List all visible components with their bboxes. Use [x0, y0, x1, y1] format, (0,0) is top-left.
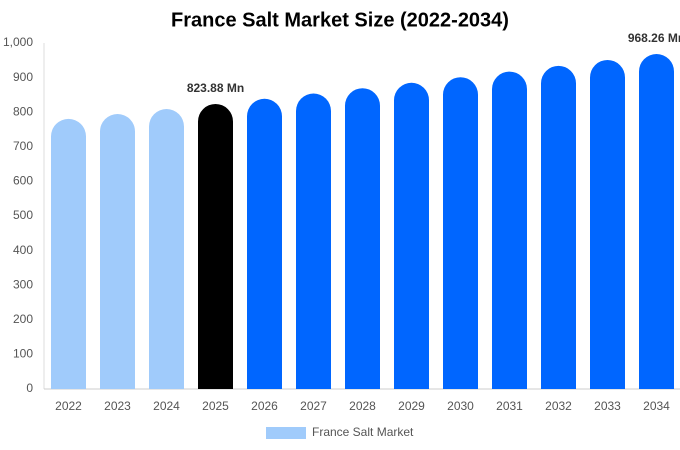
x-tick-label: 2025 [202, 399, 229, 413]
bar [51, 118, 86, 389]
x-tick-label: 2032 [545, 399, 572, 413]
bar [639, 53, 674, 389]
y-tick-label: 200 [13, 312, 33, 326]
x-tick-label: 2024 [153, 399, 180, 413]
y-tick-label: 100 [13, 347, 33, 361]
bar [198, 103, 233, 389]
legend-swatch [266, 427, 306, 439]
bar [247, 98, 282, 389]
bar [394, 82, 429, 389]
bar [149, 109, 184, 390]
x-tick-label: 2029 [398, 399, 425, 413]
x-tick-label: 2027 [300, 399, 327, 413]
bar [443, 77, 478, 390]
x-tick-label: 2030 [447, 399, 474, 413]
legend-label: France Salt Market [312, 425, 414, 439]
x-tick-label: 2028 [349, 399, 376, 413]
bar [296, 93, 331, 389]
bar [492, 71, 527, 390]
x-tick-label: 2034 [643, 399, 670, 413]
chart-title: France Salt Market Size (2022-2034) [171, 9, 509, 31]
x-tick-label: 2031 [496, 399, 523, 413]
y-tick-label: 800 [13, 104, 33, 118]
y-tick-label: 500 [13, 208, 33, 222]
x-tick-label: 2033 [594, 399, 621, 413]
bar [541, 65, 576, 390]
y-tick-label: 600 [13, 174, 33, 188]
x-tick-label: 2023 [104, 399, 131, 413]
value-label: 968.26 Mn [628, 31, 680, 45]
y-tick-label: 1,000 [3, 35, 33, 49]
bar [100, 113, 135, 389]
bar [345, 88, 380, 390]
y-tick-label: 900 [13, 70, 33, 84]
x-tick-label: 2026 [251, 399, 278, 413]
x-tick-label: 2022 [55, 399, 82, 413]
y-tick-label: 300 [13, 277, 33, 291]
value-label: 823.88 Mn [187, 81, 244, 95]
bar [590, 59, 625, 389]
y-tick-label: 700 [13, 139, 33, 153]
y-tick-label: 0 [26, 381, 33, 395]
y-tick-label: 400 [13, 243, 33, 257]
